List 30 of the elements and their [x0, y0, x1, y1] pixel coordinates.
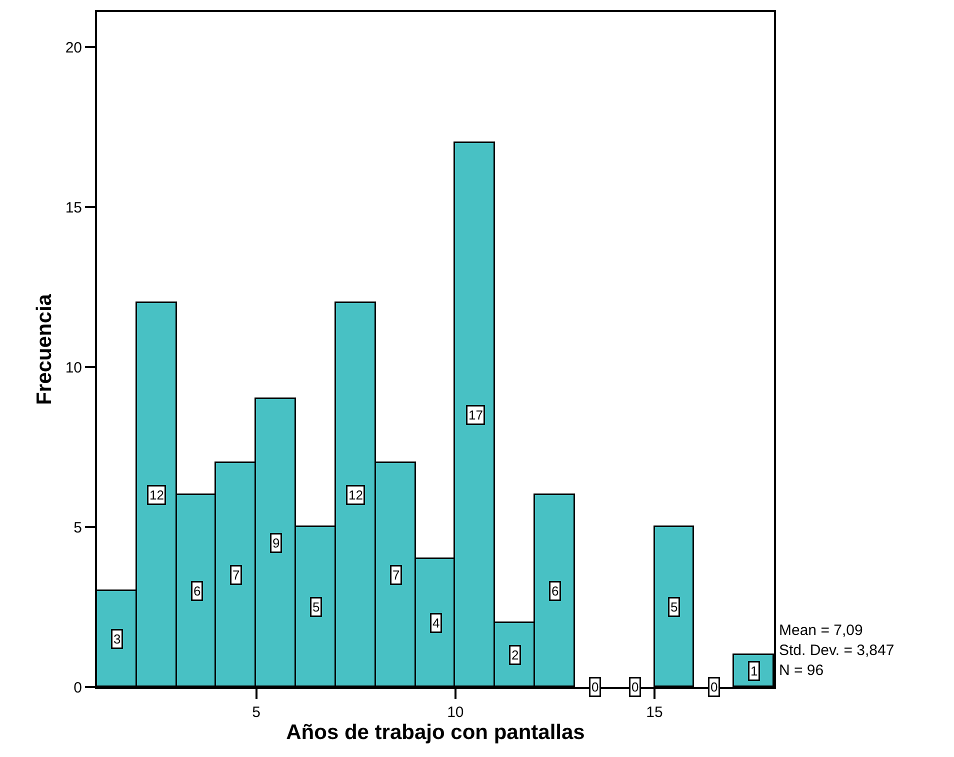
data-label: 0 — [592, 680, 599, 694]
x-axis-title: Años de trabajo con pantallas — [286, 721, 585, 744]
x-tick-label: 5 — [252, 704, 260, 721]
text: Mean = 7,09 — [779, 622, 863, 639]
y-tick-label: 20 — [65, 39, 82, 56]
data-label: 12 — [150, 488, 164, 502]
text: Std. Dev. = 3,847 — [779, 642, 894, 659]
x-tick-label: 10 — [447, 704, 464, 721]
data-label: 5 — [312, 600, 320, 614]
y-tick-label: 5 — [74, 519, 82, 536]
data-label: 0 — [632, 680, 639, 694]
text: N = 96 — [779, 662, 824, 679]
data-label: 6 — [194, 584, 201, 598]
data-label: 17 — [468, 408, 483, 422]
y-tick-label: 10 — [65, 359, 82, 376]
data-label: 1 — [750, 664, 758, 678]
data-label: 4 — [432, 616, 440, 630]
data-label: 6 — [552, 584, 559, 598]
data-label: 2 — [512, 648, 519, 662]
data-label: 7 — [392, 568, 400, 582]
data-label: 12 — [348, 488, 363, 502]
data-label: 9 — [272, 536, 280, 550]
y-tick-label: 15 — [65, 199, 82, 216]
data-label: 0 — [710, 680, 718, 694]
y-tick-label: 0 — [74, 679, 82, 696]
data-label: 3 — [114, 632, 121, 646]
data-label: 5 — [670, 600, 678, 614]
y-axis-title: Frecuencia — [32, 294, 56, 405]
data-label: 7 — [232, 568, 240, 582]
x-tick-label: 15 — [646, 704, 663, 721]
